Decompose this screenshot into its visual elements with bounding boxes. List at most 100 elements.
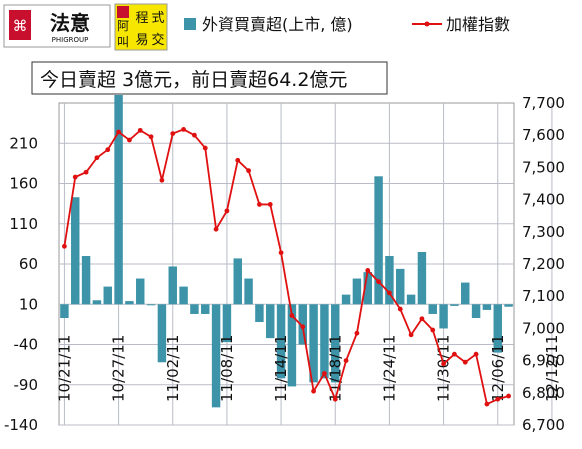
bar bbox=[428, 304, 437, 314]
index-point bbox=[105, 147, 111, 153]
bar bbox=[276, 304, 286, 379]
bar bbox=[287, 304, 297, 387]
index-point bbox=[300, 324, 306, 330]
x-tick-label: 11/24/11 bbox=[380, 335, 398, 402]
svg-text:⌘: ⌘ bbox=[13, 17, 28, 35]
index-point bbox=[354, 330, 360, 336]
left-tick-label: 210 bbox=[9, 134, 38, 152]
bar bbox=[396, 268, 405, 305]
bar bbox=[417, 251, 427, 305]
bar bbox=[363, 272, 372, 305]
index-point bbox=[419, 316, 425, 322]
bar bbox=[406, 294, 416, 305]
right-tick-label: 6,700 bbox=[522, 416, 565, 434]
legend-line-marker bbox=[424, 21, 430, 27]
logo-right: 阿 程 式 叫 易 交 bbox=[114, 3, 168, 51]
logo-left-text: 法意 bbox=[50, 11, 90, 35]
bar bbox=[482, 304, 492, 310]
bar bbox=[504, 304, 513, 307]
index-point bbox=[430, 327, 436, 333]
index-point bbox=[246, 168, 251, 174]
bar bbox=[114, 95, 123, 305]
bar bbox=[222, 304, 232, 343]
bar bbox=[146, 304, 156, 306]
index-point bbox=[311, 388, 316, 394]
left-tick-label: -90 bbox=[14, 376, 39, 394]
index-point bbox=[452, 351, 457, 357]
index-point bbox=[94, 155, 100, 161]
logo-right-char: 易 bbox=[135, 33, 148, 48]
legend: 外資買賣超(上市, 億) 加權指數 bbox=[184, 15, 510, 34]
bar bbox=[125, 301, 134, 305]
bar bbox=[190, 304, 199, 314]
index-point bbox=[137, 127, 143, 133]
logo-right-char: 式 bbox=[151, 11, 164, 26]
index-point bbox=[365, 268, 371, 273]
index-point bbox=[473, 351, 479, 357]
right-tick-label: 7,500 bbox=[522, 158, 565, 176]
bar bbox=[179, 286, 188, 305]
index-point bbox=[257, 202, 262, 207]
index-point bbox=[170, 131, 176, 136]
index-point bbox=[148, 134, 154, 140]
legend-bar-label: 外資買賣超(上市, 億) bbox=[202, 15, 353, 34]
bar bbox=[157, 304, 167, 363]
logo-right-char: 程 bbox=[135, 11, 148, 26]
right-axis-ticks: 7,700 7,600 7,500 7,400 7,300 7,200 7,100 7,000… bbox=[522, 94, 565, 434]
right-tick-label: 7,400 bbox=[522, 191, 565, 209]
index-point bbox=[213, 226, 219, 232]
index-point bbox=[278, 250, 284, 256]
bar bbox=[352, 278, 362, 305]
index-point bbox=[181, 127, 186, 132]
bar bbox=[385, 256, 394, 305]
logo-left-seal bbox=[9, 10, 31, 40]
index-polyline bbox=[63, 128, 509, 406]
left-tick-label: 110 bbox=[9, 215, 38, 233]
bar bbox=[92, 300, 102, 305]
legend-line-label: 加權指數 bbox=[446, 15, 510, 34]
right-tick-label: 6,800 bbox=[522, 384, 565, 402]
left-tick-label: 160 bbox=[9, 175, 38, 193]
logo-right-char: 阿 bbox=[117, 19, 129, 33]
index-point bbox=[224, 208, 230, 214]
index-point bbox=[267, 202, 273, 207]
index-point bbox=[408, 332, 414, 338]
bar bbox=[493, 304, 502, 353]
bar bbox=[103, 286, 112, 305]
index-point bbox=[506, 393, 511, 399]
right-tick-label: 7,300 bbox=[522, 223, 565, 241]
logo-left: ⌘ 法意 PHIGROUP bbox=[3, 4, 111, 48]
index-point bbox=[116, 129, 121, 135]
bar bbox=[471, 304, 481, 318]
bar bbox=[81, 256, 91, 305]
index-point bbox=[495, 396, 501, 402]
left-axis-ticks: 210 160 110 60 10 -40 -90 -140 bbox=[4, 134, 38, 434]
index-point bbox=[235, 157, 241, 163]
right-tick-label: 7,600 bbox=[522, 126, 565, 144]
bar bbox=[60, 304, 69, 318]
index-point bbox=[83, 169, 89, 175]
bar bbox=[439, 304, 448, 329]
x-tick-label: 12/12/11 bbox=[543, 335, 561, 402]
x-tick-label: 11/14/11 bbox=[272, 335, 290, 402]
bar bbox=[168, 266, 177, 305]
left-tick-label: 10 bbox=[19, 295, 38, 313]
index-point bbox=[462, 359, 468, 365]
annotation-text: 今日賣超 3億元，前日賣超64.2億元 bbox=[40, 69, 347, 91]
left-tick-label: -140 bbox=[4, 416, 38, 434]
index-point bbox=[159, 177, 165, 183]
bar bbox=[201, 304, 210, 314]
x-tick-label: 12/06/11 bbox=[489, 335, 507, 402]
logo-right-char: 叫 bbox=[117, 35, 129, 49]
bar bbox=[450, 304, 459, 306]
x-tick-label: 11/18/11 bbox=[326, 335, 344, 402]
index-point bbox=[202, 145, 208, 151]
x-tick-label: 10/21/11 bbox=[55, 335, 73, 402]
bar bbox=[309, 304, 318, 383]
right-tick-label: 6,900 bbox=[522, 352, 565, 370]
right-tick-label: 7,200 bbox=[522, 255, 565, 273]
bar bbox=[341, 294, 351, 305]
index-point bbox=[322, 371, 327, 376]
right-tick-label: 7,000 bbox=[522, 319, 565, 337]
